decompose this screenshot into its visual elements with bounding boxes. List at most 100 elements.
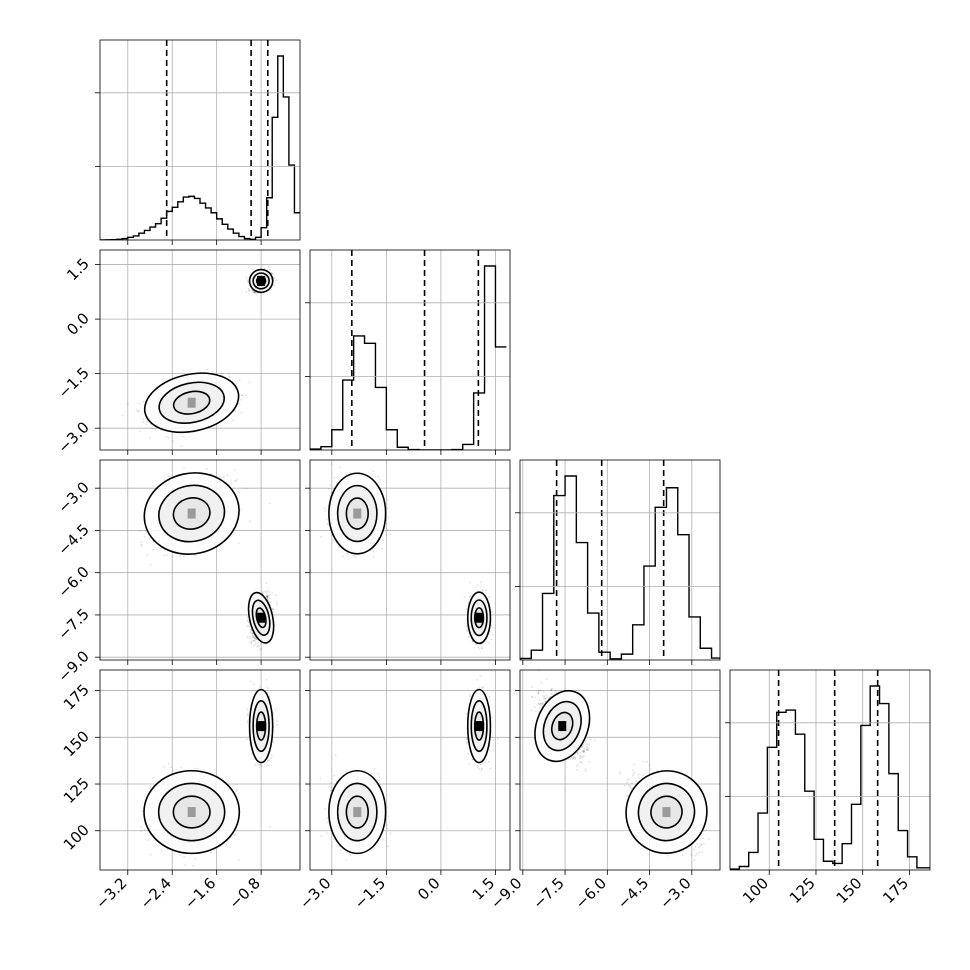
y-tick-label: −3.0 (54, 418, 92, 456)
sample-point (240, 398, 243, 401)
sample-point (233, 480, 236, 482)
sample-point (267, 594, 270, 597)
sample-point (194, 554, 197, 556)
sample-point (261, 590, 264, 593)
axis-frame (99, 39, 301, 241)
sample-point (220, 372, 223, 374)
sample-point (267, 595, 270, 597)
sample-point (167, 475, 170, 478)
sample-point (183, 466, 186, 469)
contour-0 (158, 381, 225, 424)
density-core (257, 275, 266, 286)
histogram-1 (310, 265, 507, 450)
sample-point (241, 394, 244, 397)
sample-point (155, 548, 157, 551)
sample-point (248, 635, 251, 638)
sample-point (238, 402, 241, 405)
sample-point (255, 293, 258, 296)
sample-point (165, 435, 168, 438)
sample-point (272, 276, 275, 279)
y-tick-label: 0.0 (63, 309, 93, 339)
sample-point (234, 469, 236, 472)
sample-point (246, 619, 249, 621)
sample-point (211, 370, 214, 373)
sample-point (268, 591, 271, 593)
sample-point (223, 476, 226, 478)
sample-point (248, 288, 251, 291)
sample-point (237, 542, 240, 545)
sample-point (247, 280, 249, 283)
sample-point (249, 520, 252, 523)
sample-point (246, 279, 249, 282)
contour-0 (143, 372, 240, 434)
sample-point (137, 410, 140, 413)
sample-point (263, 267, 266, 270)
sample-point (234, 409, 237, 412)
sample-point (245, 394, 248, 397)
sample-point (245, 291, 248, 293)
sample-point (274, 279, 277, 281)
sample-point (182, 370, 185, 372)
sample-point (276, 603, 278, 606)
sample-point (249, 641, 252, 644)
sample-point (271, 272, 273, 275)
sample-point (247, 289, 250, 292)
sample-point (251, 289, 254, 292)
sample-point (166, 553, 169, 556)
sample-point (237, 491, 240, 494)
sample-point (171, 440, 174, 443)
sample-point (254, 291, 256, 294)
sample-point (144, 530, 147, 533)
sample-point (140, 541, 143, 543)
y-tick-label: 1.5 (63, 255, 93, 285)
sample-point (205, 467, 208, 470)
sample-point (250, 642, 253, 645)
histogram-0 (100, 55, 300, 240)
sample-point (251, 268, 254, 271)
sample-point (138, 430, 141, 433)
sample-point (245, 487, 248, 490)
sample-point (160, 547, 162, 550)
sample-point (230, 483, 233, 486)
sample-point (248, 625, 251, 628)
y-tick-label: −1.5 (54, 364, 92, 402)
sample-point (260, 647, 263, 650)
sample-point (247, 288, 250, 290)
contour-0 (172, 390, 211, 415)
sample-point (238, 379, 241, 382)
sample-point (228, 376, 231, 378)
sample-point (247, 620, 249, 622)
sample-point (121, 414, 124, 417)
sample-point (154, 428, 157, 431)
sample-point (138, 402, 141, 405)
sample-point (251, 636, 254, 639)
panel-body (100, 40, 300, 240)
sample-point (250, 640, 253, 642)
sample-point (276, 601, 278, 604)
sample-point (272, 608, 275, 610)
panel-1-0: −3.0 −1.5 0.0 1.5 (54, 249, 301, 457)
sample-point (266, 595, 269, 597)
sample-point (241, 394, 244, 396)
sample-point (137, 410, 140, 413)
contour-1 (248, 268, 274, 294)
sample-point (271, 592, 273, 594)
panel-body (310, 250, 507, 450)
sample-point (250, 632, 253, 634)
sample-point (248, 290, 251, 292)
sample-point (258, 648, 261, 651)
sample-point (182, 435, 185, 438)
sample-point (268, 597, 271, 599)
sample-point (180, 445, 183, 447)
sample-point (254, 638, 257, 641)
panel-0-0 (95, 39, 301, 245)
sample-point (142, 421, 145, 423)
sample-point (253, 644, 255, 647)
sample-point (232, 419, 234, 422)
sample-point (226, 474, 229, 477)
sample-point (266, 596, 268, 598)
sample-point (261, 264, 264, 267)
sample-point (254, 637, 257, 640)
panel-body (121, 264, 277, 447)
